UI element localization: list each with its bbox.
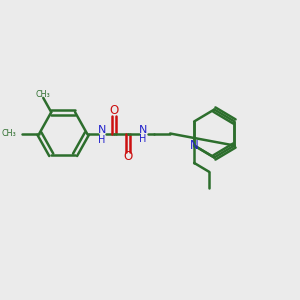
Text: CH₃: CH₃	[1, 129, 16, 138]
Text: O: O	[110, 103, 118, 117]
Text: O: O	[123, 150, 133, 164]
Text: N: N	[98, 125, 106, 135]
Text: N: N	[139, 125, 147, 135]
Text: CH₃: CH₃	[35, 89, 50, 98]
Text: H: H	[140, 134, 147, 144]
Text: N: N	[190, 139, 199, 152]
Text: H: H	[98, 135, 106, 145]
